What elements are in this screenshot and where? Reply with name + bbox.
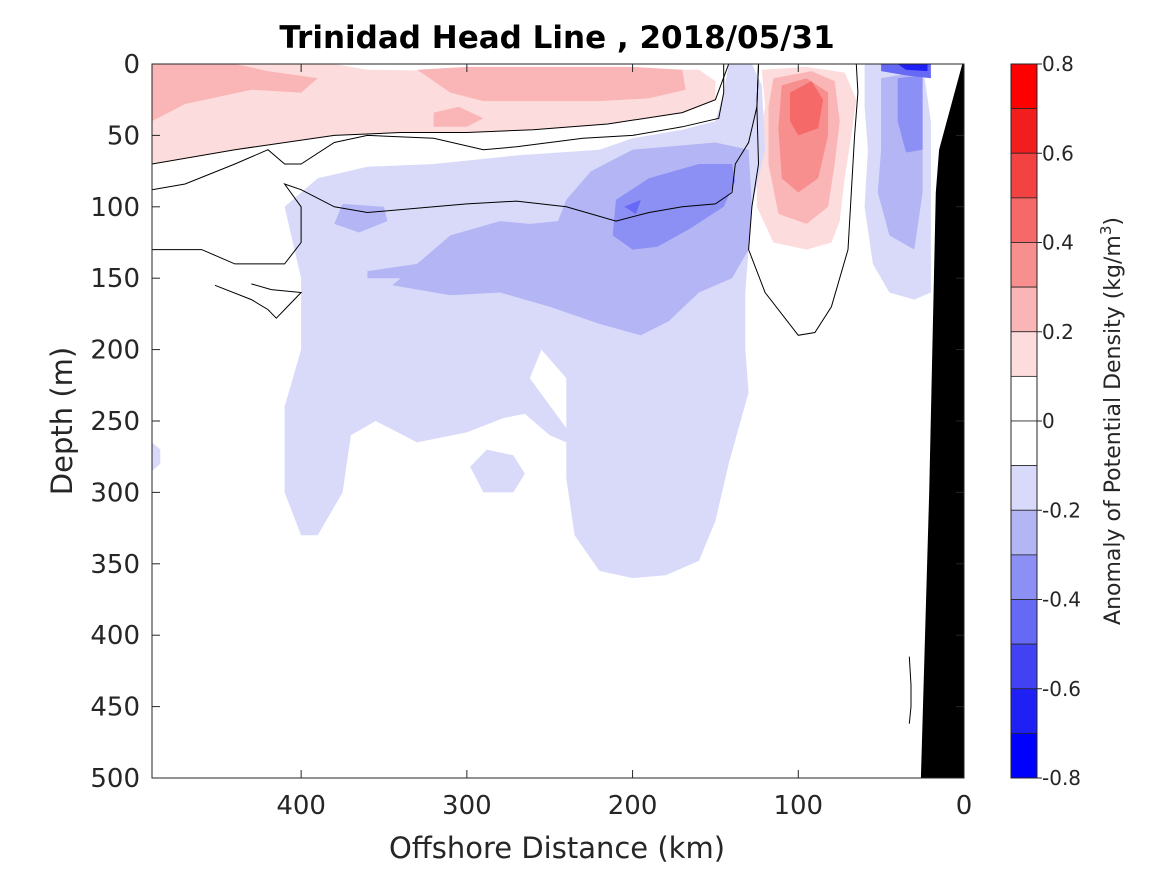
y-tick-label: 0 xyxy=(123,50,140,80)
zero-contour-3 xyxy=(214,283,303,319)
zero-contour-1 xyxy=(152,64,725,191)
colorbar-segment xyxy=(1010,375,1038,422)
colorbar-segment xyxy=(1010,643,1038,690)
y-tick-labels: 0 50 100 150 200 250 300 350 400 450 500 xyxy=(90,50,140,794)
y-tick-label: 150 xyxy=(90,264,140,294)
density-region-neg-11 xyxy=(152,442,161,471)
density-region-pos-7 xyxy=(790,81,824,136)
x-tick-label: 100 xyxy=(773,791,823,821)
filled-contour-regions xyxy=(152,64,931,579)
colorbar-segment xyxy=(1010,108,1038,154)
zero-contour-2 xyxy=(152,64,759,265)
colorbar-label-end: ) xyxy=(1101,217,1126,226)
density-region-neg-13 xyxy=(367,263,418,279)
colorbar-segment xyxy=(1010,63,1038,110)
colorbar-segment xyxy=(1010,242,1038,288)
colorbar-segment xyxy=(1010,197,1038,243)
plot-axes xyxy=(151,63,965,779)
bathymetry-layer xyxy=(920,64,964,778)
zero-contour-4 xyxy=(748,64,859,336)
seafloor-bathymetry xyxy=(920,64,964,778)
colorbar-tick-label: 0.2 xyxy=(1042,320,1074,344)
colorbar-tick-labels: 0.8 0.6 0.4 0.2 0 -0.2 -0.4 -0.6 -0.8 xyxy=(1042,52,1081,790)
x-tick-label: 300 xyxy=(442,791,492,821)
colorbar-tick-label: -0.2 xyxy=(1042,498,1081,522)
zero-contour-0 xyxy=(152,64,730,165)
colorbar-segment xyxy=(1010,420,1038,467)
y-tick-label: 100 xyxy=(90,193,140,223)
x-tick-labels: 400 300 200 100 0 xyxy=(276,791,972,821)
colorbar-tick-label: -0.4 xyxy=(1042,588,1081,612)
colorbar-tick-label: -0.6 xyxy=(1042,677,1081,701)
density-region-pos-2 xyxy=(417,66,686,102)
density-region-neg-16 xyxy=(612,164,736,250)
colorbar-segment xyxy=(1010,152,1038,199)
colorbar-label-main: Anomaly of Potential Density (kg/m xyxy=(1101,235,1126,625)
zero-contour-lines xyxy=(152,64,912,724)
colorbar-segment xyxy=(1010,554,1038,600)
colorbar-tick-label: -0.8 xyxy=(1042,766,1081,790)
y-tick-label: 500 xyxy=(90,764,140,794)
colorbar-tick-label: 0.6 xyxy=(1042,141,1074,165)
y-tick-label: 300 xyxy=(90,478,140,508)
colorbar-segment xyxy=(1010,286,1038,333)
y-tick-label: 350 xyxy=(90,550,140,580)
density-region-neg-9 xyxy=(470,449,525,493)
colorbar-segment xyxy=(1010,465,1038,511)
x-tick-label: 400 xyxy=(276,791,326,821)
y-tick-label: 200 xyxy=(90,336,140,366)
colorbar-segment xyxy=(1010,599,1038,645)
density-region-pos-1 xyxy=(152,64,318,122)
colorbar-segment xyxy=(1010,509,1038,556)
colorbar-segment xyxy=(1010,331,1038,377)
x-tick-label: 200 xyxy=(608,791,658,821)
colorbar-tick-label: 0 xyxy=(1042,409,1055,433)
chart-title: Trinidad Head Line , 2018/05/31 xyxy=(279,20,834,56)
x-axis-label: Offshore Distance (km) xyxy=(389,831,725,865)
y-tick-label: 50 xyxy=(107,121,140,151)
zero-contour-5 xyxy=(908,656,912,724)
density-region-neg-20 xyxy=(897,64,928,72)
density-region-neg-14 xyxy=(334,203,388,233)
y-axis-label: Depth (m) xyxy=(45,347,79,495)
colorbar-segment xyxy=(1010,688,1038,734)
density-region-neg-17 xyxy=(897,75,923,153)
colorbar-label-sup: 3 xyxy=(1097,226,1115,236)
x-tick-label: 0 xyxy=(956,791,973,821)
y-tick-label: 400 xyxy=(90,621,140,651)
colorbar-tick-label: 0.4 xyxy=(1042,231,1074,255)
colorbar xyxy=(1010,63,1042,779)
y-tick-label: 250 xyxy=(90,407,140,437)
colorbar-segment xyxy=(1010,732,1038,779)
y-tick-label: 450 xyxy=(90,693,140,723)
colorbar-tick-label: 0.8 xyxy=(1042,52,1074,76)
density-region-neg-18 xyxy=(624,199,641,214)
density-region-pos-3 xyxy=(433,106,484,127)
colorbar-label: Anomaly of Potential Density (kg/m3) xyxy=(1097,217,1126,625)
